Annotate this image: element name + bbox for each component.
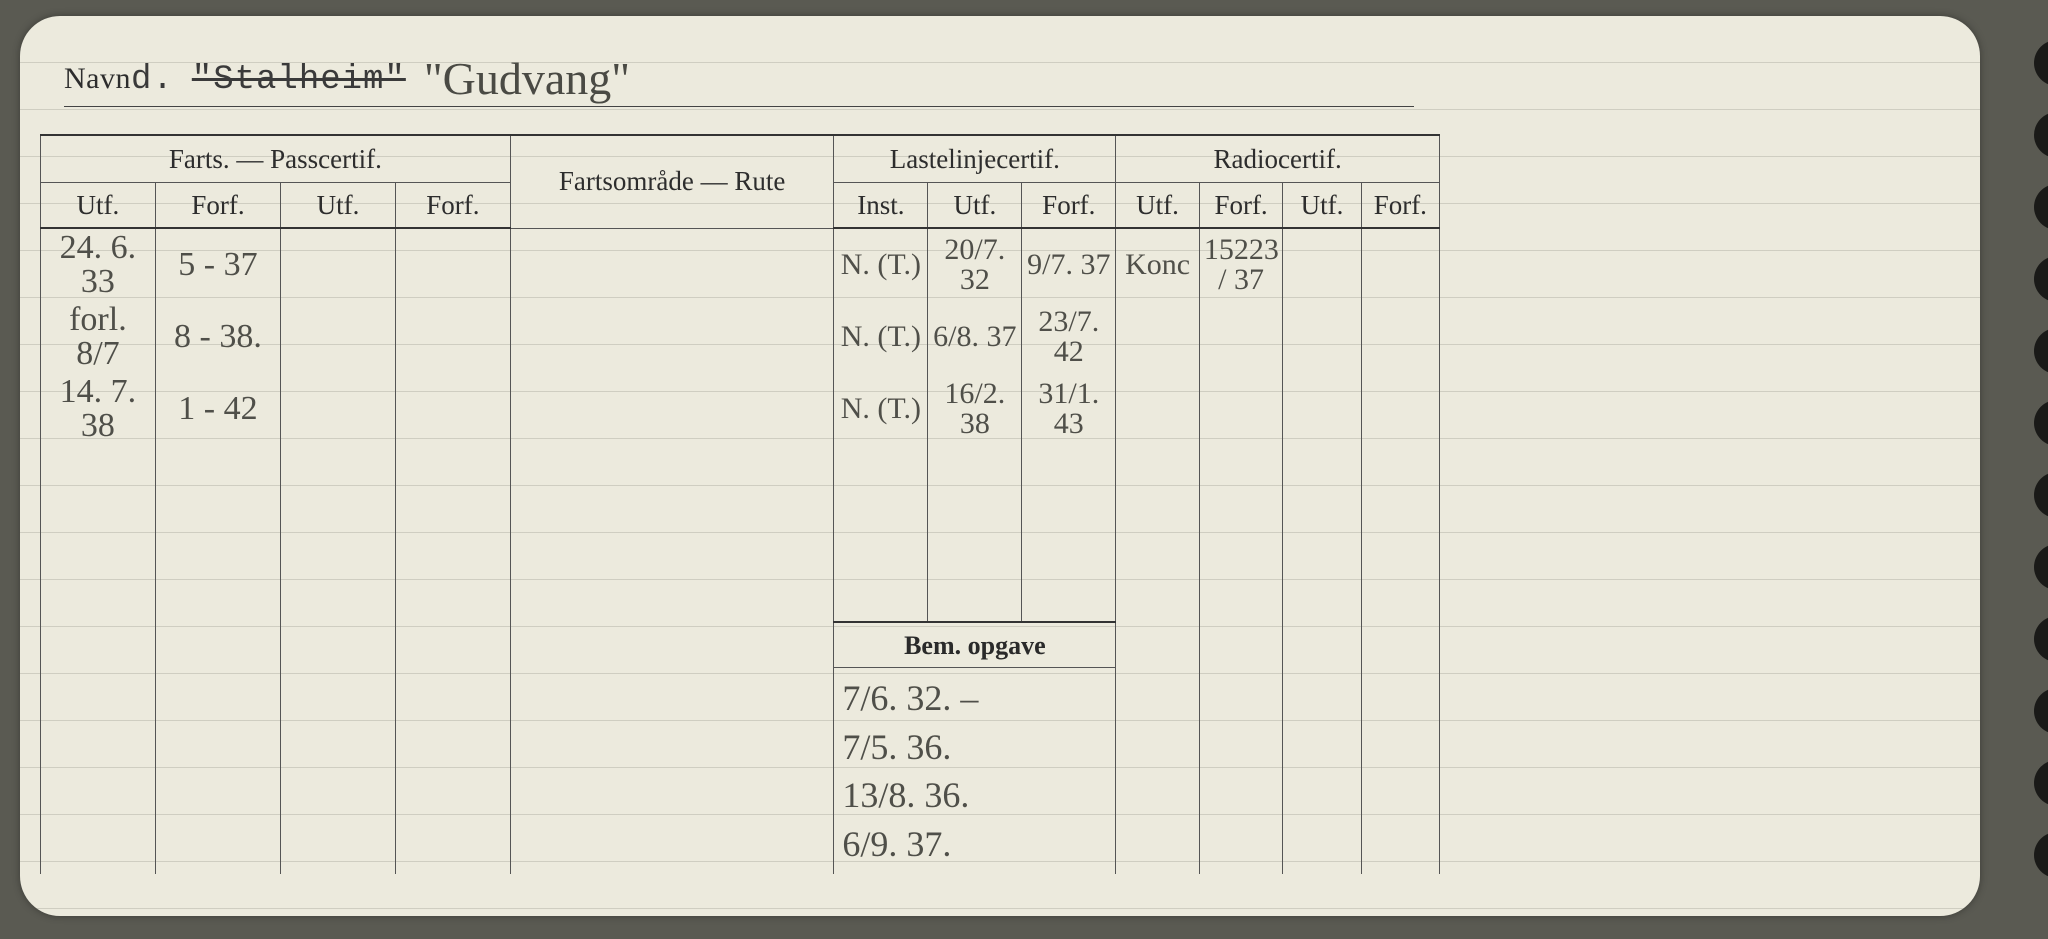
hdr-forf: Forf. xyxy=(155,183,280,229)
navn-suffix: d. xyxy=(131,61,174,99)
hole-icon xyxy=(2034,832,2048,878)
hdr-laste: Lastelinjecertif. xyxy=(834,135,1116,183)
hole-icon xyxy=(2034,256,2048,302)
bem-item: 7/5. 36. xyxy=(842,723,1107,772)
laste-utf: 20/7. 32 xyxy=(928,228,1022,301)
hdr-forf: Forf. xyxy=(395,183,510,229)
hole-icon xyxy=(2034,616,2048,662)
bem-body: 7/6. 32. – 7/5. 36. 13/8. 36. 6/9. 37. xyxy=(834,668,1115,874)
hole-icon xyxy=(2034,400,2048,446)
farts-forf: 1 - 42 xyxy=(155,373,280,445)
hdr-utf: Utf. xyxy=(1283,183,1361,229)
hole-icon xyxy=(2034,760,2048,806)
hdr-forf: Forf. xyxy=(1199,183,1283,229)
table-row: forl. 8/7 8 - 38. N. (T.) 6/8. 37 23/7. … xyxy=(41,301,1440,373)
name-handwritten: "Gudvang" xyxy=(424,52,630,105)
hdr-utf: Utf. xyxy=(41,183,156,229)
hdr-utf: Utf. xyxy=(928,183,1022,229)
table-row xyxy=(41,577,1440,622)
laste-forf: 31/1. 43 xyxy=(1022,373,1116,445)
radio-forf: 15223 / 37 xyxy=(1199,228,1283,301)
laste-inst: N. (T.) xyxy=(834,301,928,373)
farts-utf: forl. 8/7 xyxy=(41,301,156,373)
hdr-utf: Utf. xyxy=(1116,183,1200,229)
hole-icon xyxy=(2034,472,2048,518)
laste-utf: 6/8. 37 xyxy=(928,301,1022,373)
table-row xyxy=(41,533,1440,577)
hdr-rute: Fartsområde — Rute xyxy=(510,135,834,228)
hole-icon xyxy=(2034,688,2048,734)
radio-utf: Konc xyxy=(1116,228,1200,301)
name-struck: "Stalheim" xyxy=(192,61,406,99)
laste-forf: 23/7. 42 xyxy=(1022,301,1116,373)
laste-utf: 16/2. 38 xyxy=(928,373,1022,445)
farts-utf: 24. 6. 33 xyxy=(41,228,156,301)
label-navn: Navnd. xyxy=(64,61,174,99)
name-row: Navnd. "Stalheim" "Gudvang" xyxy=(64,46,1414,107)
hdr-inst: Inst. xyxy=(834,183,928,229)
index-card: Navnd. "Stalheim" "Gudvang" Farts. — Pas… xyxy=(20,16,1980,916)
laste-inst: N. (T.) xyxy=(834,228,928,301)
cert-table: Farts. — Passcertif. Fartsområde — Rute … xyxy=(40,134,1440,874)
binder-holes xyxy=(1998,0,2048,939)
bem-opgave-block: Bem. opgave 7/6. 32. – 7/5. 36. 13/8. 36… xyxy=(834,622,1116,874)
hole-icon xyxy=(2034,40,2048,86)
hdr-utf: Utf. xyxy=(281,183,396,229)
hdr-radio: Radiocertif. xyxy=(1116,135,1440,183)
table-row: Bem. opgave 7/6. 32. – 7/5. 36. 13/8. 36… xyxy=(41,622,1440,874)
hdr-forf: Forf. xyxy=(1361,183,1439,229)
hdr-farts: Farts. — Passcertif. xyxy=(41,135,511,183)
hole-icon xyxy=(2034,184,2048,230)
hole-icon xyxy=(2034,328,2048,374)
bem-item: 7/6. 32. – xyxy=(842,674,1107,723)
farts-utf: 14. 7. 38 xyxy=(41,373,156,445)
hdr-forf: Forf. xyxy=(1022,183,1116,229)
hole-icon xyxy=(2034,544,2048,590)
farts-forf: 5 - 37 xyxy=(155,228,280,301)
bem-title: Bem. opgave xyxy=(834,623,1115,668)
table-row xyxy=(41,445,1440,489)
laste-forf: 9/7. 37 xyxy=(1022,228,1116,301)
bem-item: 6/9. 37. xyxy=(842,820,1107,869)
table-row: 14. 7. 38 1 - 42 N. (T.) 16/2. 38 31/1. … xyxy=(41,373,1440,445)
bem-item: 13/8. 36. xyxy=(842,771,1107,820)
table-row: 24. 6. 33 5 - 37 N. (T.) 20/7. 32 9/7. 3… xyxy=(41,228,1440,301)
hole-icon xyxy=(2034,112,2048,158)
farts-forf: 8 - 38. xyxy=(155,301,280,373)
table-row xyxy=(41,489,1440,533)
certificate-grid: Farts. — Passcertif. Fartsområde — Rute … xyxy=(40,134,1440,904)
laste-inst: N. (T.) xyxy=(834,373,928,445)
